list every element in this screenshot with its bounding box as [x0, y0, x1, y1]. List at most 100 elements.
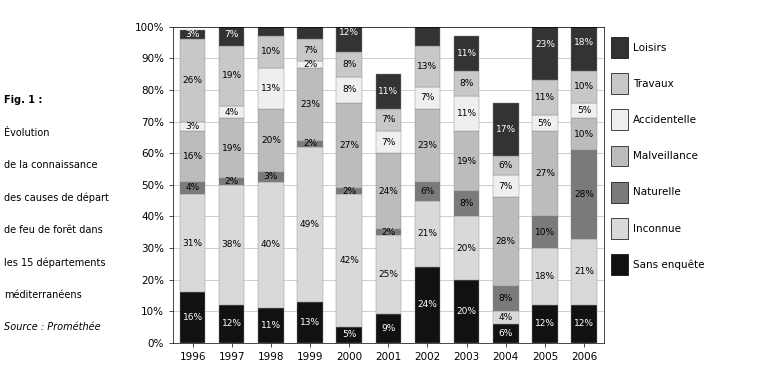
Text: 4%: 4% — [225, 107, 239, 117]
Text: 31%: 31% — [182, 239, 203, 248]
Text: 13%: 13% — [261, 84, 281, 93]
Bar — [493, 175, 518, 197]
Text: 7%: 7% — [498, 182, 513, 191]
Bar — [298, 68, 323, 141]
Text: 42%: 42% — [339, 256, 359, 265]
Text: 11%: 11% — [261, 321, 281, 330]
Bar — [571, 14, 597, 71]
Bar — [532, 8, 558, 80]
Text: 19%: 19% — [221, 144, 241, 153]
Bar — [298, 39, 323, 61]
Bar — [532, 216, 558, 248]
Bar — [337, 14, 362, 52]
Text: 10%: 10% — [535, 228, 555, 237]
Text: 3%: 3% — [185, 30, 200, 39]
Text: Sans enquête: Sans enquête — [633, 259, 704, 270]
Bar — [258, 182, 284, 308]
Bar — [180, 39, 205, 122]
Bar — [258, 68, 284, 109]
Text: 11%: 11% — [300, 18, 320, 26]
Text: 5%: 5% — [577, 106, 591, 115]
Text: 6%: 6% — [498, 161, 513, 170]
Bar — [375, 74, 401, 109]
Text: 13%: 13% — [418, 62, 438, 71]
Text: 5%: 5% — [342, 330, 356, 339]
Text: Source : Prométhée: Source : Prométhée — [4, 322, 101, 332]
Text: 17%: 17% — [496, 125, 516, 134]
Text: 2%: 2% — [303, 139, 317, 148]
Text: 3%: 3% — [264, 172, 278, 181]
Text: 28%: 28% — [574, 190, 594, 199]
Bar — [375, 109, 401, 131]
Bar — [180, 122, 205, 131]
Bar — [414, 267, 440, 343]
Bar — [375, 235, 401, 314]
Bar — [493, 286, 518, 311]
Bar — [298, 147, 323, 302]
Text: 23%: 23% — [418, 141, 438, 150]
Bar — [258, 172, 284, 182]
Bar — [454, 191, 479, 216]
Text: 2%: 2% — [303, 60, 317, 69]
Text: 11%: 11% — [457, 49, 477, 58]
Bar — [532, 248, 558, 305]
Bar — [414, 109, 440, 182]
Text: 49%: 49% — [300, 220, 320, 229]
Text: 20%: 20% — [457, 307, 477, 316]
Bar — [493, 324, 518, 343]
Bar — [454, 280, 479, 343]
Bar — [219, 305, 245, 343]
Text: 11%: 11% — [535, 93, 555, 102]
Bar — [180, 292, 205, 343]
Bar — [414, 201, 440, 267]
Bar — [337, 102, 362, 188]
Bar — [258, 0, 284, 36]
Bar — [258, 109, 284, 172]
Bar — [375, 131, 401, 153]
Text: 7%: 7% — [225, 30, 239, 39]
Bar — [180, 194, 205, 292]
Bar — [571, 102, 597, 118]
Text: de feu de forêt dans: de feu de forêt dans — [4, 225, 102, 235]
Text: Inconnue: Inconnue — [633, 224, 681, 234]
Bar — [337, 188, 362, 194]
Bar — [180, 182, 205, 194]
Bar — [493, 197, 518, 286]
Bar — [571, 118, 597, 150]
Text: 8%: 8% — [498, 294, 513, 303]
Text: 27%: 27% — [535, 169, 555, 178]
Text: 12%: 12% — [339, 29, 359, 37]
Bar — [414, 87, 440, 109]
Bar — [571, 150, 597, 239]
Text: Fig. 1 :: Fig. 1 : — [4, 95, 42, 105]
Bar — [375, 153, 401, 229]
Text: 8%: 8% — [459, 199, 474, 208]
Text: 4%: 4% — [185, 183, 200, 192]
Text: 12%: 12% — [574, 319, 594, 328]
Bar — [571, 71, 597, 102]
Text: 10%: 10% — [574, 130, 594, 139]
Text: 7%: 7% — [421, 93, 434, 102]
Text: 12%: 12% — [261, 13, 281, 22]
Text: 11%: 11% — [457, 109, 477, 118]
Text: 28%: 28% — [496, 237, 516, 246]
Text: Accidentelle: Accidentelle — [633, 115, 697, 125]
Text: 13%: 13% — [300, 318, 320, 327]
Text: les 15 départements: les 15 départements — [4, 257, 105, 268]
Bar — [298, 141, 323, 147]
Text: 12%: 12% — [221, 319, 241, 328]
Bar — [454, 96, 479, 131]
Bar — [532, 80, 558, 115]
Text: 18%: 18% — [574, 38, 594, 47]
Bar — [337, 194, 362, 327]
Bar — [454, 71, 479, 96]
Bar — [337, 77, 362, 102]
Text: 38%: 38% — [221, 240, 241, 250]
Bar — [219, 185, 245, 305]
Text: 12%: 12% — [535, 319, 555, 328]
Text: 8%: 8% — [342, 60, 356, 69]
Text: 10%: 10% — [574, 82, 594, 91]
Bar — [180, 30, 205, 39]
Bar — [375, 229, 401, 235]
Text: 6%: 6% — [498, 329, 513, 338]
